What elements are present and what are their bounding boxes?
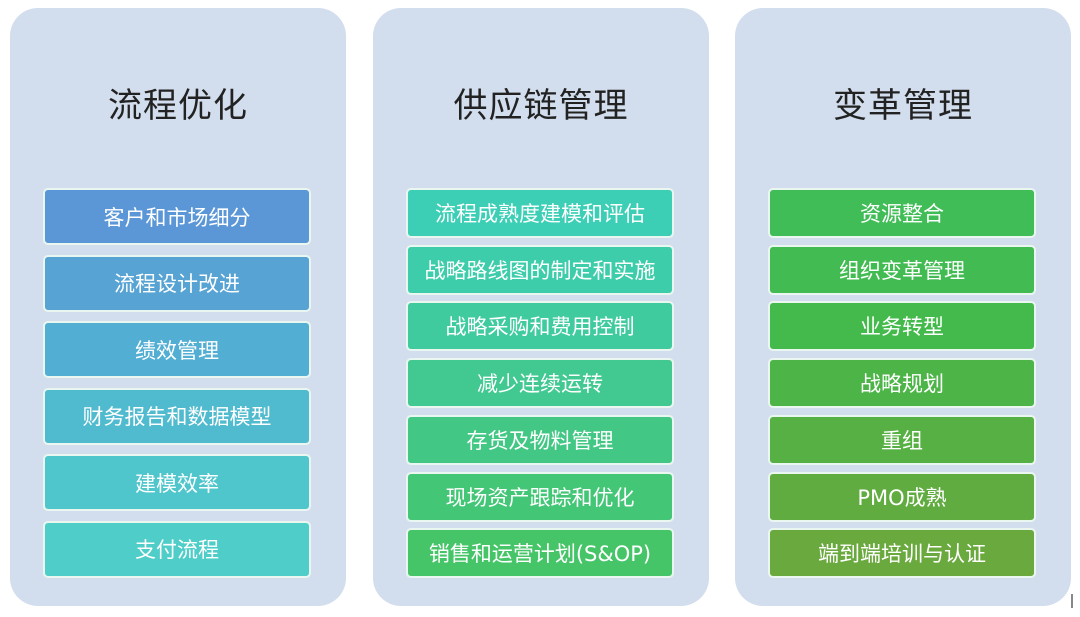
- item-box: 业务转型: [768, 301, 1036, 352]
- item-box: 流程成熟度建模和评估: [406, 188, 674, 238]
- item-box: 战略规划: [768, 358, 1036, 409]
- item-box: 支付流程: [43, 520, 311, 578]
- panel-title: 供应链管理: [453, 86, 629, 126]
- panel-title: 流程优化: [108, 86, 248, 126]
- panel-supply-chain: 供应链管理 流程成熟度建模和评估 战略路线图的制定和实施 战略采购和费用控制 减少连续…: [373, 8, 709, 606]
- item-box: 端到端培训与认证: [768, 528, 1036, 579]
- item-box: 现场资产跟踪和优化: [406, 471, 674, 522]
- item-box: 组织变革管理: [768, 244, 1036, 295]
- item-box: 客户和市场细分: [43, 188, 311, 245]
- item-box: 资源整合: [768, 188, 1036, 238]
- panel-title: 变革管理: [833, 86, 973, 126]
- item-box: 财务报告和数据模型: [43, 387, 311, 445]
- item-box: 绩效管理: [43, 321, 311, 378]
- item-box: 重组: [768, 414, 1036, 465]
- item-box: PMO成熟: [768, 471, 1036, 522]
- item-box: 流程设计改进: [43, 254, 311, 312]
- item-box: 销售和运营计划(S&OP): [406, 528, 674, 579]
- panel-change-management: 变革管理 资源整合组织变革管理 业务转型战略规划 重组 PMO成熟端到端培训与认证: [735, 8, 1071, 606]
- text-cursor: [1071, 594, 1073, 608]
- item-box: 减少连续运转: [406, 358, 674, 409]
- item-box: 存货及物料管理: [406, 414, 674, 465]
- item-box: 战略采购和费用控制: [406, 301, 674, 352]
- item-box: 建模效率: [43, 454, 311, 511]
- panel-process-optimization: 流程优化 客户和市场细分 流程设计改进 绩效管理财务报告和数据模型 建模效率支付流程: [10, 8, 346, 606]
- item-box: 战略路线图的制定和实施: [406, 244, 674, 295]
